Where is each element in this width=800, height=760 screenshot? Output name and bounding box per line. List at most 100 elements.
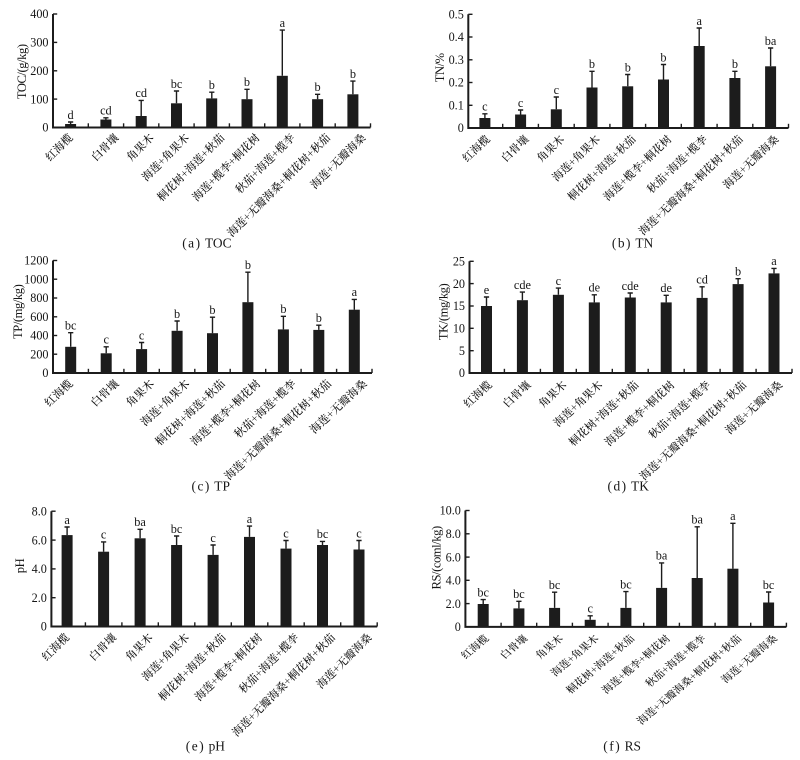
svg-text:b: b [280,302,286,316]
svg-text:(d)TK: (d) TK [608,479,650,494]
svg-text:b: b [735,265,741,279]
svg-text:0.1: 0.1 [449,99,464,113]
svg-text:ba: ba [656,549,668,563]
svg-text:c: c [139,328,145,342]
svg-text:bc: bc [171,522,183,536]
svg-text:0: 0 [455,620,461,634]
svg-text:b: b [732,57,738,71]
svg-text:c: c [482,100,488,114]
svg-text:b: b [245,258,251,272]
svg-text:cde: cde [622,279,640,293]
svg-text:c: c [283,526,289,540]
svg-text:e: e [484,283,490,297]
svg-text:5: 5 [459,344,465,358]
svg-text:a: a [352,285,358,299]
svg-text:pH: pH [13,558,27,573]
svg-text:a: a [771,254,777,268]
svg-text:bc: bc [549,578,561,592]
svg-text:de: de [588,281,600,295]
svg-text:6.0: 6.0 [32,533,47,547]
svg-text:1000: 1000 [24,272,48,286]
svg-text:TN/%: TN/% [433,52,447,82]
svg-text:200: 200 [30,64,48,78]
svg-text:0: 0 [42,121,48,135]
svg-text:8.0: 8.0 [32,505,47,519]
svg-text:b: b [315,80,321,94]
svg-text:15: 15 [453,299,465,313]
svg-text:b: b [174,307,180,321]
svg-text:(e)pH: (e) pH [186,739,225,754]
svg-text:4.0: 4.0 [446,574,461,588]
svg-text:0.4: 0.4 [449,30,464,44]
svg-text:100: 100 [30,92,48,106]
svg-text:cd: cd [100,104,112,118]
svg-text:10: 10 [453,322,465,336]
svg-text:0.5: 0.5 [449,8,464,22]
svg-text:cde: cde [514,278,532,292]
svg-text:0.3: 0.3 [449,53,464,67]
svg-text:2.0: 2.0 [32,591,47,605]
svg-text:bc: bc [477,585,489,599]
svg-text:cd: cd [696,273,708,287]
svg-text:ba: ba [134,515,146,529]
svg-text:a: a [696,14,702,28]
svg-text:600: 600 [30,310,48,324]
svg-text:TP/(mg/kg): TP/(mg/kg) [11,284,25,339]
svg-text:4.0: 4.0 [32,562,47,576]
svg-text:1200: 1200 [24,254,48,268]
svg-text:(a)TOC: (a) TOC [182,236,231,251]
svg-text:c: c [587,602,593,616]
svg-text:(c)TP: (c) TP [192,479,230,494]
svg-text:0: 0 [42,366,48,380]
svg-text:d: d [68,108,74,122]
svg-text:b: b [660,50,666,64]
svg-text:b: b [316,311,322,325]
svg-text:0: 0 [458,121,464,135]
svg-text:(f)RS: (f) RS [603,739,641,754]
svg-text:0: 0 [459,366,465,380]
svg-text:bc: bc [513,587,525,601]
svg-text:0.2: 0.2 [449,76,464,90]
svg-text:bc: bc [763,578,775,592]
svg-text:cd: cd [135,86,147,100]
svg-text:b: b [350,67,356,81]
svg-text:c: c [356,526,362,540]
svg-text:400: 400 [30,329,48,343]
svg-text:a: a [730,509,736,523]
svg-text:10.0: 10.0 [440,504,461,518]
svg-text:a: a [247,512,253,526]
svg-text:TK/(mg/kg): TK/(mg/kg) [437,283,451,340]
svg-text:20: 20 [453,277,465,291]
svg-text:c: c [554,83,560,97]
svg-text:(b)TN: (b) TN [612,236,654,251]
svg-text:0: 0 [41,620,47,634]
svg-text:de: de [660,281,672,295]
svg-text:RS/(coml/kg): RS/(coml/kg) [429,526,443,589]
svg-text:400: 400 [30,7,48,21]
svg-text:b: b [589,57,595,71]
svg-text:300: 300 [30,36,48,50]
svg-text:c: c [103,333,109,347]
svg-text:6.0: 6.0 [446,550,461,564]
svg-text:c: c [556,274,562,288]
svg-text:ba: ba [691,513,703,527]
svg-text:c: c [210,531,216,545]
svg-text:ba: ba [765,34,777,48]
svg-text:c: c [518,96,524,110]
svg-text:TOC/(g/kg): TOC/(g/kg) [15,44,29,99]
svg-text:bc: bc [171,77,183,91]
svg-text:b: b [209,78,215,92]
svg-text:200: 200 [30,347,48,361]
svg-text:bc: bc [65,319,77,333]
svg-text:bc: bc [317,527,329,541]
svg-text:c: c [101,528,107,542]
svg-text:a: a [280,16,286,30]
svg-text:8.0: 8.0 [446,527,461,541]
svg-text:2.0: 2.0 [446,597,461,611]
svg-text:b: b [244,75,250,89]
svg-text:b: b [625,60,631,74]
svg-text:25: 25 [453,255,465,269]
svg-text:a: a [64,513,70,527]
svg-text:800: 800 [30,291,48,305]
svg-text:b: b [209,303,215,317]
